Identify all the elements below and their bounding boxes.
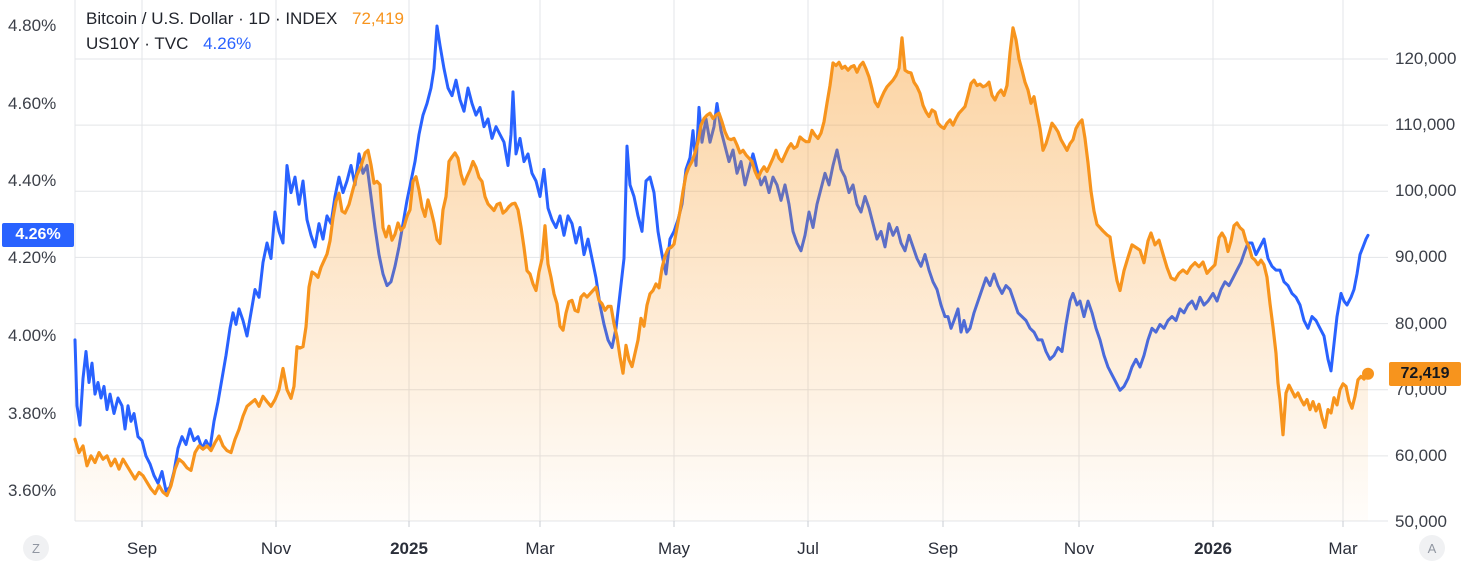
right-axis-tick-label: 80,000 [1395,314,1447,333]
right-axis-tick-label: 120,000 [1395,49,1457,68]
left-axis-tick-label: 4.60% [8,94,57,113]
z-shortcut-button[interactable]: Z [23,535,49,561]
legend-symbol-us10y: US10Y · TVC [86,34,189,53]
left-axis-tick-label: 4.40% [8,171,57,190]
legend-row-btcusd[interactable]: Bitcoin / U.S. Dollar · 1D · INDEX 72,41… [86,6,404,31]
left-price-axis[interactable]: 4.80% 4.60% 4.40% 4.20% 4.00% 3.80% 3.60% [0,0,75,521]
time-axis-label: Mar [525,539,555,558]
time-axis-label: Nov [1063,539,1095,558]
us10y-last-price-label: 4.26% [2,223,74,247]
time-axis-label: May [657,539,691,558]
legend-value-us10y: 4.26% [203,34,252,53]
left-axis-tick-label: 3.60% [8,481,57,500]
legend-value-btcusd: 72,419 [352,9,405,28]
time-axis-label: Sep [927,539,959,558]
right-price-axis[interactable]: 120,000 110,000 100,000 90,000 80,000 70,000 6… [1389,0,1475,531]
time-axis-label: Sep [126,539,158,558]
left-axis-tick-label: 3.80% [8,404,57,423]
legend-row-us10y[interactable]: US10Y · TVC 4.26% [86,31,404,56]
legend-symbol-btcusd: Bitcoin / U.S. Dollar · 1D · INDEX [86,9,338,28]
time-axis-label: Mar [1328,539,1358,558]
time-axis-label: 2026 [1194,539,1232,558]
left-axis-tick-label: 4.80% [8,16,57,35]
btcusd-last-point-dot [1362,367,1374,380]
right-axis-tick-label: 50,000 [1395,512,1447,531]
left-axis-tick-label: 4.00% [8,326,57,345]
time-axis[interactable] [0,521,1475,570]
left-axis-tick-label: 4.20% [8,248,57,267]
right-axis-tick-label: 110,000 [1395,115,1456,134]
right-axis-tick-label: 60,000 [1395,446,1447,465]
time-axis-label: 2025 [390,539,428,558]
time-axis-label: Jul [797,539,819,558]
btcusd-last-price-label: 72,419 [1389,362,1461,386]
right-axis-tick-label: 100,000 [1395,181,1457,200]
btcusd-area-fill [75,27,1368,522]
legend: Bitcoin / U.S. Dollar · 1D · INDEX 72,41… [86,6,404,56]
time-axis-label: Nov [260,539,292,558]
btcusd-line [73,26,1370,498]
a-shortcut-button[interactable]: A [1419,535,1445,561]
right-axis-tick-label: 90,000 [1395,247,1447,266]
